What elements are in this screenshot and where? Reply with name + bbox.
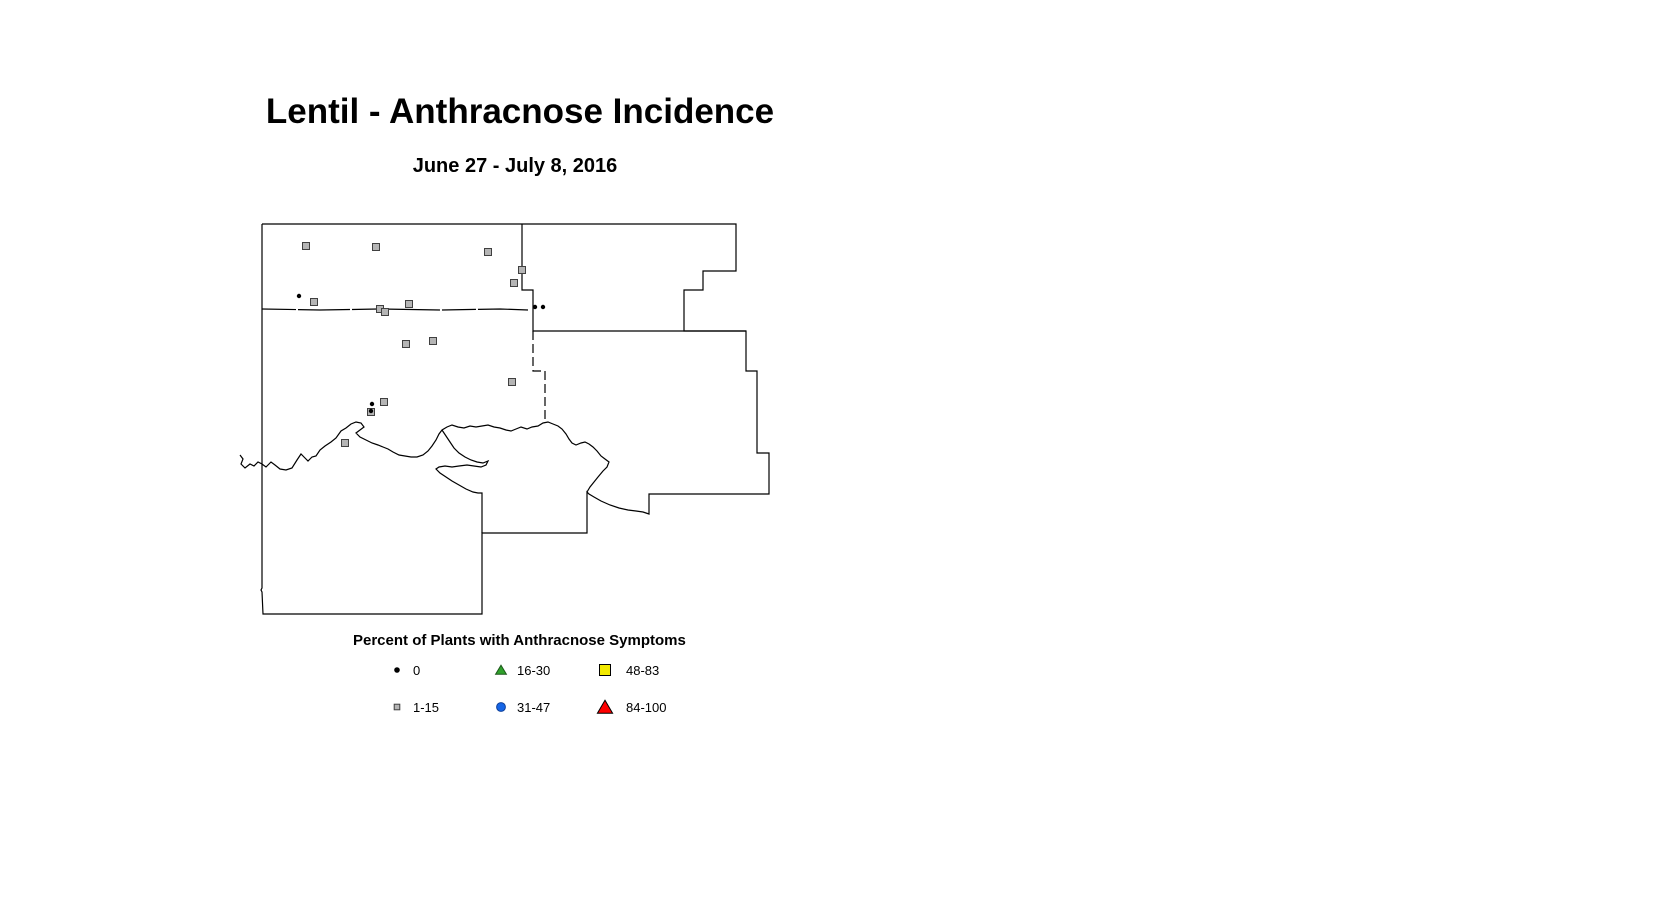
legend-item-label: 0 [413,662,421,678]
map-point-1-15 [372,243,380,251]
legend-item-48-83: 48-83 [593,660,659,680]
legend-item-16-30: 16-30 [489,660,550,680]
legend-item-label: 31-47 [517,699,551,715]
map-point-0 [369,401,375,407]
map-point-1-15 [381,308,389,316]
map-point-1-15 [402,340,410,348]
map-point-0 [296,293,302,299]
legend-dot-symbol [385,660,409,680]
legend-item-84-100: 84-100 [593,697,666,717]
legend-red-triangle-symbol [593,697,617,717]
map-point-0 [368,408,374,414]
legend-yellow-square-symbol [593,660,617,680]
map-point-0 [540,304,546,310]
county-line-vertical [521,224,746,332]
legend-item-label: 16-30 [517,662,551,678]
legend-gray-square-symbol [385,697,409,717]
map-point-1-15 [510,279,518,287]
map-point-1-15 [302,242,310,250]
river-north-shore [239,421,610,493]
legend-item-label: 1-15 [413,699,440,715]
map-point-1-15 [380,398,388,406]
legend-item-label: 48-83 [626,662,660,678]
map-data-points [296,242,546,447]
legend-title: Percent of Plants with Anthracnose Sympt… [353,632,686,649]
legend-green-triangle-symbol [489,660,513,680]
map-point-1-15 [310,298,318,306]
map-point-0 [532,304,538,310]
legend-item-1-15: 1-15 [385,697,439,717]
county-line-to-river [532,331,546,423]
map-point-1-15 [429,337,437,345]
county-line-horizontal [261,308,529,311]
legend-blue-circle-symbol [489,697,513,717]
legend-item-31-47: 31-47 [489,697,550,717]
river-south-shore [435,429,490,533]
map-point-1-15 [508,378,516,386]
county-outer-boundary [260,223,770,615]
legend-item-label: 84-100 [626,699,667,715]
map-point-1-15 [484,248,492,256]
page-subtitle: June 27 - July 8, 2016 [412,155,618,177]
map-point-1-15 [405,300,413,308]
map-point-1-15 [341,439,349,447]
map-point-1-15 [518,266,526,274]
page-title: Lentil - Anthracnose Incidence [265,92,775,131]
legend-item-0: 0 [385,660,420,680]
